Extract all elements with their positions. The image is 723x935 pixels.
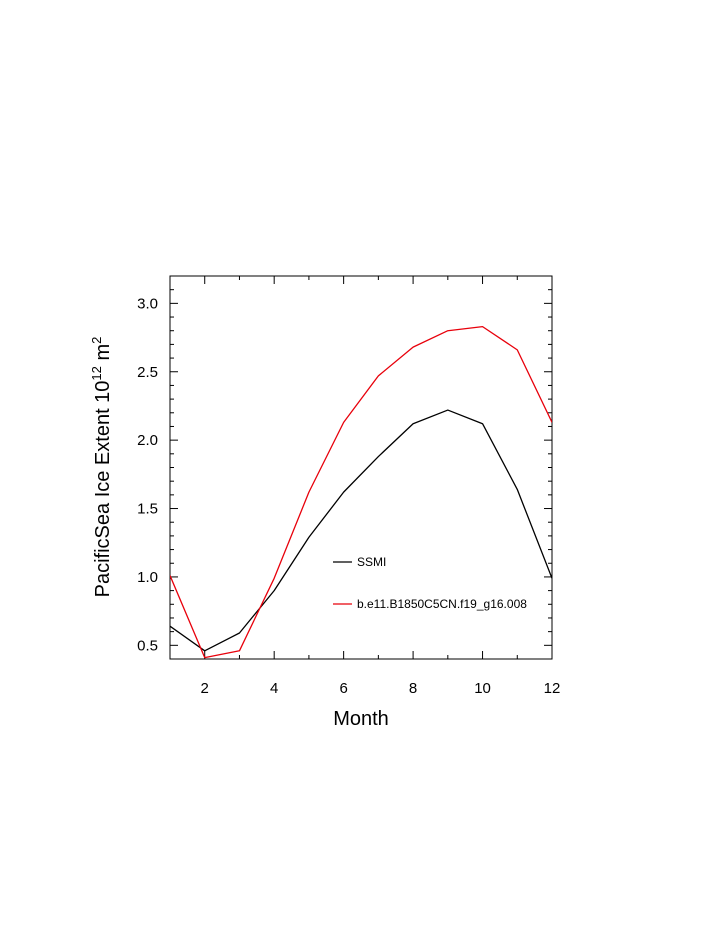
x-tick-label: 4 xyxy=(270,680,278,697)
x-tick-label: 10 xyxy=(474,680,491,697)
x-tick-label: 6 xyxy=(339,680,347,697)
series-layer xyxy=(170,325,552,659)
x-tick-label: 2 xyxy=(201,680,209,697)
legend-label-ssmi: SSMI xyxy=(357,555,386,569)
y-tick-label: 2.0 xyxy=(137,432,158,449)
y-axis-title-main: PacificSea Ice Extent 10 xyxy=(92,381,114,598)
legend: SSMI b.e11.B1850C5CN.f19_g16.008 xyxy=(333,555,527,611)
y-tick-label: 3.0 xyxy=(137,295,158,312)
legend-label-model: b.e11.B1850C5CN.f19_g16.008 xyxy=(357,597,527,611)
y-axis-title-unit: m xyxy=(92,344,114,366)
y-axis-title-unit-exponent: 2 xyxy=(89,337,104,344)
y-tick-labels: 0.5 1.0 1.5 2.0 2.5 3.0 xyxy=(137,295,158,654)
x-axis-title: Month xyxy=(333,708,389,730)
ticks-layer xyxy=(169,275,553,660)
x-tick-label: 12 xyxy=(544,680,561,697)
y-axis-title-exponent: 12 xyxy=(89,366,104,380)
y-tick-label: 1.0 xyxy=(137,569,158,586)
y-tick-label: 0.5 xyxy=(137,637,158,654)
y-tick-label: 1.5 xyxy=(137,501,158,518)
y-axis-title: PacificSea Ice Extent 1012 m2 xyxy=(89,337,114,598)
series-line-ssmi xyxy=(170,409,552,652)
series-line-model xyxy=(170,325,552,659)
y-tick-label: 2.5 xyxy=(137,364,158,381)
x-tick-labels: 2 4 6 8 10 12 xyxy=(201,680,561,697)
x-tick-label: 8 xyxy=(409,680,417,697)
